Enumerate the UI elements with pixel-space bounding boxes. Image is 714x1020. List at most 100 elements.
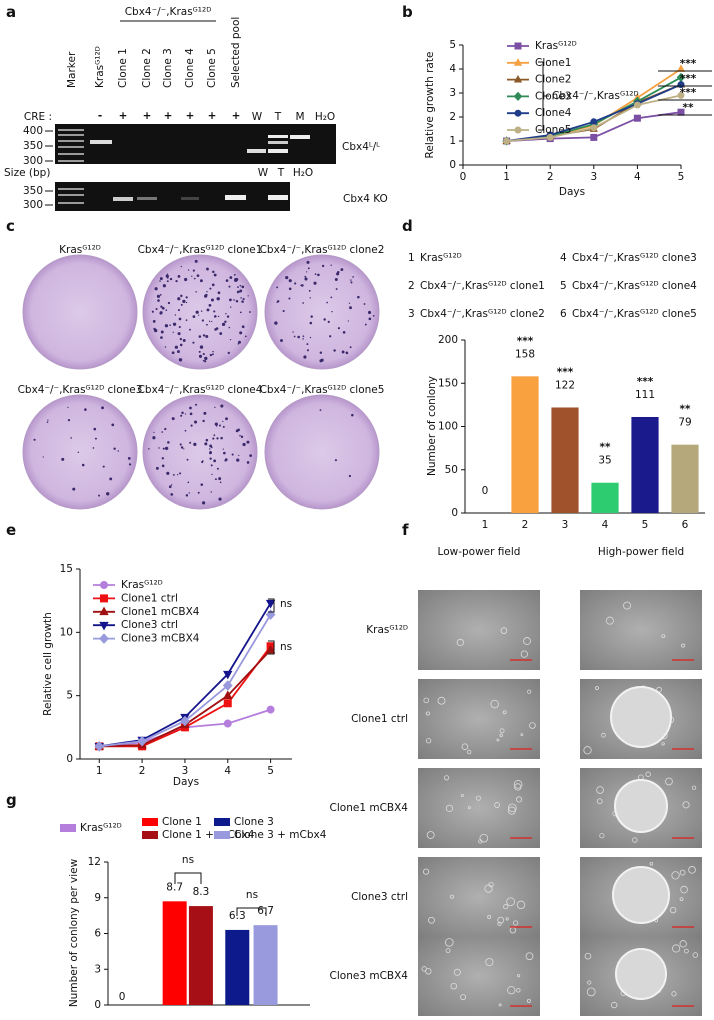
cell <box>503 904 509 910</box>
gel-size: 350 <box>23 140 43 152</box>
colony-dot <box>321 264 325 268</box>
legend-marker <box>99 621 109 631</box>
colony-dot <box>364 323 367 326</box>
x-tick-label: 1 <box>482 519 489 531</box>
cell <box>526 998 531 1003</box>
colony-dot <box>219 481 222 484</box>
cell <box>586 987 596 997</box>
colony-dot <box>195 291 197 293</box>
cell <box>583 746 592 755</box>
plate <box>22 394 138 510</box>
cell <box>516 988 521 993</box>
colony-dot <box>319 351 323 354</box>
x-tick-label: 6 <box>682 519 689 531</box>
bar <box>162 901 187 1005</box>
legend-swatch <box>142 831 158 839</box>
panel-label: c <box>6 217 15 235</box>
value-label: 35 <box>598 455 611 467</box>
bar <box>225 929 250 1005</box>
colony-dot <box>167 301 171 305</box>
gel-lane-label: Clone 2 <box>141 48 153 88</box>
cell <box>599 833 605 839</box>
colony-dot <box>156 294 161 298</box>
plate-label: Cbx4⁻/⁻,Krasᴳ¹²ᴰ clone4 <box>138 384 263 396</box>
colony-dot <box>282 309 285 313</box>
y-tick-label: 50 <box>445 464 458 476</box>
colony-dot <box>241 300 244 303</box>
legend-swatch <box>60 824 76 832</box>
cre-sign: - <box>98 110 102 122</box>
legend-label: Clone4 <box>535 107 572 119</box>
legend-label: Clone5 <box>535 124 571 136</box>
colony-dot <box>113 447 116 450</box>
colony-dot <box>276 301 279 303</box>
gel-control: W <box>258 167 269 179</box>
colony-dot <box>222 425 225 428</box>
colony-dot <box>166 273 169 275</box>
colony-dot <box>216 437 219 440</box>
colony-dot <box>199 345 204 349</box>
colony-dot <box>180 294 183 298</box>
y-axis-label: Relative growth rate <box>424 52 436 159</box>
colony-dot <box>192 315 196 318</box>
colony-dot <box>185 494 189 497</box>
data-point <box>265 599 276 609</box>
row-label: Clone3 ctrl <box>351 891 408 903</box>
significance: *** <box>637 376 654 388</box>
colony-dot <box>218 424 221 427</box>
colony-dot <box>195 403 198 406</box>
colony-dot <box>208 303 212 307</box>
colony-dot <box>213 315 217 318</box>
colony-dot <box>326 301 328 304</box>
cell <box>479 833 489 843</box>
cell <box>669 906 677 914</box>
data-point <box>223 699 232 708</box>
colony-dot <box>178 317 182 321</box>
colony-dot <box>42 456 44 458</box>
legend-label: Krasᴳ¹²ᴰ <box>420 252 462 264</box>
significance: ** <box>600 442 611 454</box>
colony-dot <box>302 302 304 304</box>
colony-dot <box>208 320 211 322</box>
significance: ns <box>182 854 194 866</box>
colony-dot <box>206 308 210 312</box>
y-axis-label: Number of conlony per view <box>68 858 80 1007</box>
cell <box>516 900 526 910</box>
cell <box>632 837 638 843</box>
colony-dot <box>208 448 211 450</box>
legend-label: Cbx4⁻/⁻,Krasᴳ¹²ᴰ clone5 <box>572 308 697 320</box>
cell <box>507 806 516 815</box>
x-tick-label: 2 <box>547 171 554 183</box>
legend-marker <box>100 594 108 603</box>
colony-dot <box>170 484 173 486</box>
colony-dot <box>237 286 239 289</box>
plate <box>264 394 380 510</box>
cre-sign: + <box>186 110 195 122</box>
bar <box>671 444 699 513</box>
cell <box>649 861 654 866</box>
cell <box>460 994 467 1001</box>
y-axis-label: Relative cell growth <box>42 612 54 716</box>
bar <box>591 482 619 513</box>
colony-dot <box>169 277 173 281</box>
legend-key: 5 <box>560 280 567 292</box>
colony-dot <box>209 457 212 460</box>
colony-dot <box>159 280 161 282</box>
cell <box>485 957 494 967</box>
cell <box>422 868 430 875</box>
colony-dot <box>159 294 162 296</box>
legend-label: Cbx4⁻/⁻,Krasᴳ¹²ᴰ clone1 <box>420 280 545 292</box>
cell <box>520 650 528 658</box>
colony-dot <box>201 501 206 505</box>
data-point <box>222 680 233 691</box>
y-tick-label: 15 <box>60 563 73 575</box>
ns-bracket <box>174 872 202 884</box>
y-tick-label: 200 <box>438 334 458 346</box>
significance: ns <box>246 889 258 901</box>
gel-size: 300 <box>23 155 43 167</box>
micrograph <box>418 590 540 670</box>
colony-dot <box>164 346 167 348</box>
cell <box>499 728 505 734</box>
data-point <box>137 735 147 747</box>
legend-label: Clone1 <box>535 57 571 69</box>
